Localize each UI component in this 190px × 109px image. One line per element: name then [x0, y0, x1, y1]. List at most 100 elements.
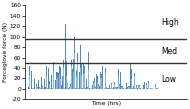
- Bar: [28, 87, 29, 89]
- Bar: [147, 88, 148, 89]
- Bar: [55, 80, 56, 89]
- Bar: [64, 88, 65, 89]
- Bar: [137, 88, 138, 89]
- Bar: [70, 86, 71, 89]
- Bar: [118, 69, 119, 89]
- Bar: [81, 76, 82, 89]
- Bar: [91, 88, 92, 89]
- Bar: [100, 72, 101, 89]
- Bar: [115, 87, 116, 89]
- Bar: [129, 87, 130, 89]
- Bar: [139, 86, 140, 89]
- Bar: [57, 72, 58, 89]
- Bar: [89, 88, 90, 89]
- Bar: [87, 88, 88, 89]
- Bar: [87, 87, 88, 89]
- Bar: [43, 88, 44, 89]
- Bar: [144, 82, 145, 89]
- Bar: [97, 76, 98, 89]
- Bar: [131, 79, 132, 89]
- Bar: [139, 85, 140, 89]
- Bar: [94, 82, 95, 89]
- Bar: [67, 84, 68, 89]
- Bar: [53, 71, 54, 89]
- Bar: [143, 85, 144, 89]
- Bar: [78, 88, 79, 89]
- Bar: [121, 86, 122, 89]
- Bar: [134, 73, 135, 89]
- Bar: [86, 79, 87, 89]
- Bar: [32, 88, 33, 89]
- Bar: [66, 76, 67, 89]
- Bar: [98, 84, 99, 89]
- Bar: [70, 84, 71, 89]
- Bar: [127, 87, 128, 89]
- Bar: [157, 88, 158, 89]
- Bar: [148, 83, 149, 89]
- Bar: [125, 88, 126, 89]
- Bar: [58, 73, 59, 89]
- Bar: [28, 87, 29, 89]
- Bar: [119, 84, 120, 89]
- Bar: [110, 88, 111, 89]
- Bar: [152, 88, 153, 89]
- Bar: [122, 87, 123, 89]
- Bar: [128, 87, 129, 89]
- Bar: [151, 88, 152, 89]
- Bar: [67, 83, 68, 89]
- Bar: [39, 88, 40, 89]
- Bar: [75, 88, 76, 89]
- Bar: [63, 60, 64, 89]
- Bar: [94, 78, 95, 89]
- Bar: [63, 68, 64, 89]
- Bar: [73, 59, 74, 89]
- Bar: [105, 68, 106, 89]
- Bar: [33, 88, 34, 89]
- Bar: [59, 66, 60, 89]
- Bar: [40, 88, 41, 89]
- Bar: [156, 88, 157, 89]
- Bar: [117, 87, 118, 89]
- Bar: [99, 86, 100, 89]
- Bar: [61, 86, 62, 89]
- Bar: [132, 88, 133, 89]
- Bar: [93, 83, 94, 89]
- Bar: [58, 77, 59, 89]
- Bar: [64, 88, 65, 89]
- Bar: [80, 44, 81, 89]
- Bar: [101, 78, 102, 89]
- Text: High: High: [162, 18, 179, 27]
- Bar: [60, 79, 61, 89]
- Bar: [53, 62, 54, 89]
- Bar: [108, 88, 109, 89]
- Bar: [120, 80, 121, 89]
- Bar: [61, 85, 62, 89]
- Bar: [115, 87, 116, 89]
- Bar: [46, 66, 47, 89]
- Bar: [140, 88, 141, 89]
- Bar: [72, 69, 73, 89]
- Bar: [106, 87, 107, 89]
- Bar: [77, 61, 78, 89]
- Text: Med: Med: [162, 47, 178, 55]
- Bar: [48, 67, 49, 89]
- Bar: [113, 87, 114, 89]
- Bar: [42, 86, 43, 89]
- Bar: [41, 88, 42, 89]
- Bar: [85, 88, 86, 89]
- Bar: [88, 52, 89, 89]
- Bar: [31, 88, 32, 89]
- Bar: [66, 61, 67, 89]
- Bar: [116, 88, 117, 89]
- Bar: [105, 73, 106, 89]
- Bar: [62, 88, 63, 89]
- Bar: [133, 86, 134, 89]
- Bar: [83, 63, 84, 89]
- Bar: [37, 88, 38, 89]
- Bar: [152, 88, 153, 89]
- Bar: [155, 84, 156, 89]
- Bar: [125, 88, 126, 89]
- Bar: [84, 73, 85, 89]
- Bar: [47, 88, 48, 89]
- Bar: [121, 87, 122, 89]
